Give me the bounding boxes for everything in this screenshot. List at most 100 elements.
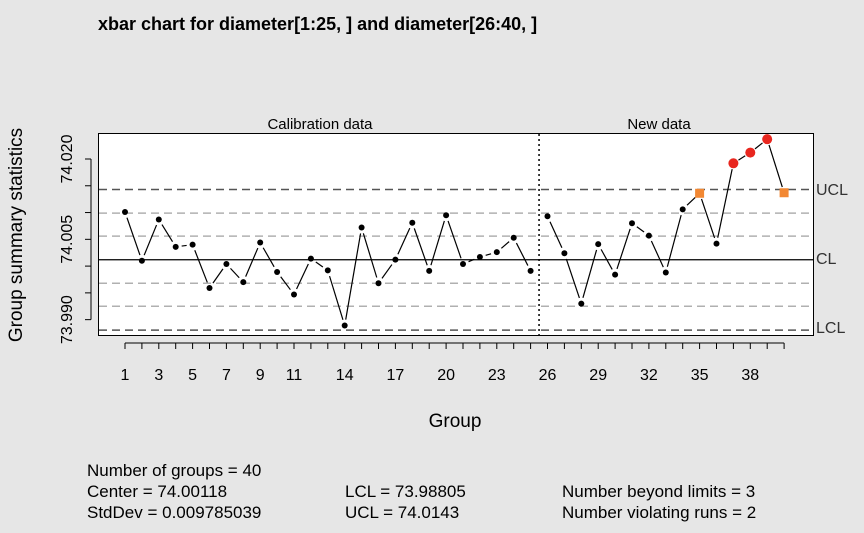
ucl-label: UCL <box>816 182 848 199</box>
x-tick-label: 29 <box>589 367 607 384</box>
series-segment <box>582 249 598 298</box>
plot-area <box>98 133 814 336</box>
series-segment <box>315 261 324 268</box>
series-segment <box>212 268 224 284</box>
series-segment <box>262 247 275 268</box>
stats-col-2: LCL = 73.98805 UCL = 74.0143 <box>345 481 466 523</box>
x-tick-label: 14 <box>336 367 354 384</box>
series-segment <box>717 169 733 238</box>
series-segment <box>565 258 580 299</box>
data-point <box>662 269 669 276</box>
series-segment <box>194 250 208 283</box>
data-point <box>291 291 297 298</box>
x-tick-label: 9 <box>256 367 265 384</box>
data-point <box>476 253 483 260</box>
x-tick-label: 7 <box>222 367 231 384</box>
y-axis-label: Group summary statistics <box>6 128 27 342</box>
series-segment <box>666 214 682 267</box>
stat-violating-runs: Number violating runs = 2 <box>562 503 757 522</box>
data-point <box>443 212 450 219</box>
series-segment <box>328 275 344 320</box>
data-point <box>307 255 314 262</box>
series-segment <box>413 228 428 266</box>
data-point <box>223 260 230 267</box>
data-point <box>257 239 264 246</box>
series-segment <box>768 144 783 188</box>
stat-ucl: UCL = 74.0143 <box>345 503 460 522</box>
series-segment <box>181 244 187 247</box>
x-tick-label: 17 <box>387 367 405 384</box>
series-segment <box>280 276 291 291</box>
data-point <box>324 267 331 274</box>
data-point <box>375 280 382 287</box>
data-point <box>713 240 720 247</box>
data-point <box>358 224 365 231</box>
data-point <box>493 249 500 256</box>
y-tick-label: 74.020 <box>59 134 76 183</box>
data-point <box>172 243 179 250</box>
data-series <box>122 134 789 329</box>
data-point <box>240 279 247 286</box>
data-point <box>155 216 162 223</box>
series-segment <box>245 247 259 277</box>
data-point <box>122 209 128 216</box>
stats-col-1: Number of groups = 40 Center = 74.00118 … <box>87 460 261 523</box>
series-segment <box>468 258 475 263</box>
x-tick-label: 26 <box>539 367 557 384</box>
series-segment <box>485 253 492 256</box>
x-tick-label: 5 <box>188 367 197 384</box>
data-point <box>527 267 534 274</box>
data-point <box>561 250 568 257</box>
data-point <box>392 256 399 263</box>
x-tick-label: 38 <box>741 367 759 384</box>
series-segment <box>345 233 362 320</box>
data-point <box>578 300 585 307</box>
data-point <box>679 206 686 213</box>
stat-stddev: StdDev = 0.009785039 <box>87 503 262 522</box>
data-point <box>595 241 602 248</box>
data-point-beyond-limit <box>745 147 756 158</box>
series-segment <box>515 242 529 266</box>
series-segment <box>296 263 309 290</box>
data-point <box>510 234 517 241</box>
series-segment <box>616 228 631 270</box>
data-point <box>544 213 551 220</box>
series-segment <box>430 220 445 266</box>
stats-col-3: Number beyond limits = 3 Number violatin… <box>562 481 756 523</box>
data-point <box>206 285 213 292</box>
series-segment <box>143 224 158 256</box>
series-segment <box>650 240 664 268</box>
series-segment <box>447 220 462 259</box>
data-point <box>274 268 281 275</box>
data-point-beyond-limit <box>728 158 739 169</box>
x-tick-label: 3 <box>154 367 163 384</box>
series-segment <box>700 198 716 239</box>
x-tick-label: 23 <box>488 367 506 384</box>
series-segment <box>636 226 645 233</box>
stat-beyond-limits: Number beyond limits = 3 <box>562 482 756 501</box>
y-tick-label: 73.990 <box>59 295 76 344</box>
data-point-beyond-limit <box>762 134 773 145</box>
series-segment <box>600 249 613 270</box>
chart-title: xbar chart for diameter[1:25, ] and diam… <box>98 14 537 34</box>
region-label-new: New data <box>627 116 691 133</box>
series-segment <box>549 221 563 249</box>
x-tick-label: 32 <box>640 367 658 384</box>
data-point <box>189 241 196 248</box>
y-tick-label: 74.005 <box>59 215 76 264</box>
series-segment <box>397 227 411 255</box>
series-segment <box>738 155 746 161</box>
cl-label: CL <box>816 251 837 268</box>
x-axis-label: Group <box>429 411 482 432</box>
lcl-label: LCL <box>816 320 845 337</box>
region-label-calibration: Calibration data <box>267 116 373 133</box>
data-point <box>612 271 619 278</box>
series-segment <box>230 267 240 279</box>
data-point <box>426 267 433 274</box>
series-segment <box>362 233 378 278</box>
series-segment <box>126 217 141 256</box>
stat-groups: Number of groups = 40 <box>87 461 262 480</box>
control-lines <box>99 134 813 335</box>
x-tick-label: 11 <box>286 367 303 384</box>
